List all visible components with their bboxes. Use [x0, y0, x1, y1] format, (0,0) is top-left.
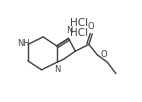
- Text: HCl: HCl: [70, 18, 89, 28]
- Text: O: O: [101, 50, 107, 59]
- Text: NH: NH: [17, 39, 30, 48]
- Text: N: N: [54, 65, 60, 74]
- Text: O: O: [88, 22, 94, 31]
- Text: N: N: [66, 26, 72, 35]
- Text: HCl: HCl: [70, 28, 89, 38]
